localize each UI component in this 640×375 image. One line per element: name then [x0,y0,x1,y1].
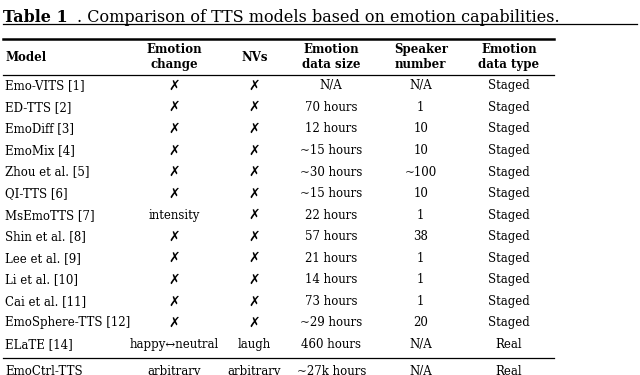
Text: 10: 10 [413,144,428,157]
Text: Emo-VITS [1]: Emo-VITS [1] [5,79,84,92]
Text: 10: 10 [413,122,428,135]
Text: ELaTE [14]: ELaTE [14] [5,338,73,351]
Text: ✗: ✗ [168,316,180,330]
Text: 70 hours: 70 hours [305,101,358,114]
Text: 20: 20 [413,316,428,330]
Text: 10: 10 [413,187,428,200]
Text: 14 hours: 14 hours [305,273,357,286]
Text: ✗: ✗ [248,187,260,201]
Text: Zhou et al. [5]: Zhou et al. [5] [5,165,90,178]
Text: laugh: laugh [238,338,271,351]
Text: ✗: ✗ [248,122,260,136]
Text: ✗: ✗ [168,165,180,179]
Text: 1: 1 [417,209,424,222]
Text: 1: 1 [417,101,424,114]
Text: ~30 hours: ~30 hours [300,165,362,178]
Text: Lee et al. [9]: Lee et al. [9] [5,252,81,265]
Text: EmoCtrl-TTS: EmoCtrl-TTS [5,365,83,375]
Text: ✗: ✗ [168,230,180,244]
Text: Staged: Staged [488,101,530,114]
Text: happy↔neutral: happy↔neutral [130,338,219,351]
Text: Emotion
change: Emotion change [147,43,202,71]
Text: ✗: ✗ [248,100,260,114]
Text: 460 hours: 460 hours [301,338,361,351]
Text: arbitrary: arbitrary [228,365,281,375]
Text: 21 hours: 21 hours [305,252,357,265]
Text: ✗: ✗ [168,273,180,287]
Text: ✗: ✗ [248,273,260,287]
Text: Staged: Staged [488,230,530,243]
Text: 22 hours: 22 hours [305,209,357,222]
Text: 12 hours: 12 hours [305,122,357,135]
Text: Staged: Staged [488,122,530,135]
Text: Staged: Staged [488,79,530,92]
Text: Staged: Staged [488,144,530,157]
Text: ✗: ✗ [248,230,260,244]
Text: ~27k hours: ~27k hours [296,365,366,375]
Text: ✗: ✗ [168,79,180,93]
Text: Staged: Staged [488,187,530,200]
Text: ✗: ✗ [168,251,180,265]
Text: 1: 1 [417,273,424,286]
Text: NVs: NVs [241,51,268,64]
Text: Cai et al. [11]: Cai et al. [11] [5,295,86,308]
Text: N/A: N/A [320,79,342,92]
Text: ✗: ✗ [248,208,260,222]
Text: ✗: ✗ [168,294,180,308]
Text: Table 1: Table 1 [3,9,68,26]
Text: Staged: Staged [488,209,530,222]
Text: Staged: Staged [488,316,530,330]
Text: N/A: N/A [410,338,432,351]
Text: MsEmoTTS [7]: MsEmoTTS [7] [5,209,95,222]
Text: Staged: Staged [488,165,530,178]
Text: Li et al. [10]: Li et al. [10] [5,273,78,286]
Text: 38: 38 [413,230,428,243]
Text: ✗: ✗ [168,100,180,114]
Text: Emotion
data size: Emotion data size [302,43,360,71]
Text: Staged: Staged [488,252,530,265]
Text: 57 hours: 57 hours [305,230,358,243]
Text: N/A: N/A [410,365,432,375]
Text: Real: Real [495,365,522,375]
Text: ✗: ✗ [248,251,260,265]
Text: ✗: ✗ [168,187,180,201]
Text: intensity: intensity [148,209,200,222]
Text: ✗: ✗ [248,79,260,93]
Text: ✗: ✗ [248,165,260,179]
Text: ✗: ✗ [248,316,260,330]
Text: ~29 hours: ~29 hours [300,316,362,330]
Text: . Comparison of TTS models based on emotion capabilities.: . Comparison of TTS models based on emot… [77,9,559,26]
Text: Real: Real [495,338,522,351]
Text: Speaker
number: Speaker number [394,43,448,71]
Text: Staged: Staged [488,295,530,308]
Text: ~100: ~100 [404,165,437,178]
Text: ~15 hours: ~15 hours [300,187,362,200]
Text: Shin et al. [8]: Shin et al. [8] [5,230,86,243]
Text: EmoMix [4]: EmoMix [4] [5,144,75,157]
Text: QI-TTS [6]: QI-TTS [6] [5,187,68,200]
Text: 1: 1 [417,252,424,265]
Text: EmoDiff [3]: EmoDiff [3] [5,122,74,135]
Text: EmoSphere-TTS [12]: EmoSphere-TTS [12] [5,316,131,330]
Text: ED-TTS [2]: ED-TTS [2] [5,101,72,114]
Text: 1: 1 [417,295,424,308]
Text: Model: Model [5,51,46,64]
Text: ~15 hours: ~15 hours [300,144,362,157]
Text: ✗: ✗ [168,144,180,158]
Text: ✗: ✗ [168,122,180,136]
Text: ✗: ✗ [248,144,260,158]
Text: arbitrary: arbitrary [148,365,201,375]
Text: N/A: N/A [410,79,432,92]
Text: Staged: Staged [488,273,530,286]
Text: Emotion
data type: Emotion data type [478,43,540,71]
Text: ✗: ✗ [248,294,260,308]
Text: 73 hours: 73 hours [305,295,358,308]
